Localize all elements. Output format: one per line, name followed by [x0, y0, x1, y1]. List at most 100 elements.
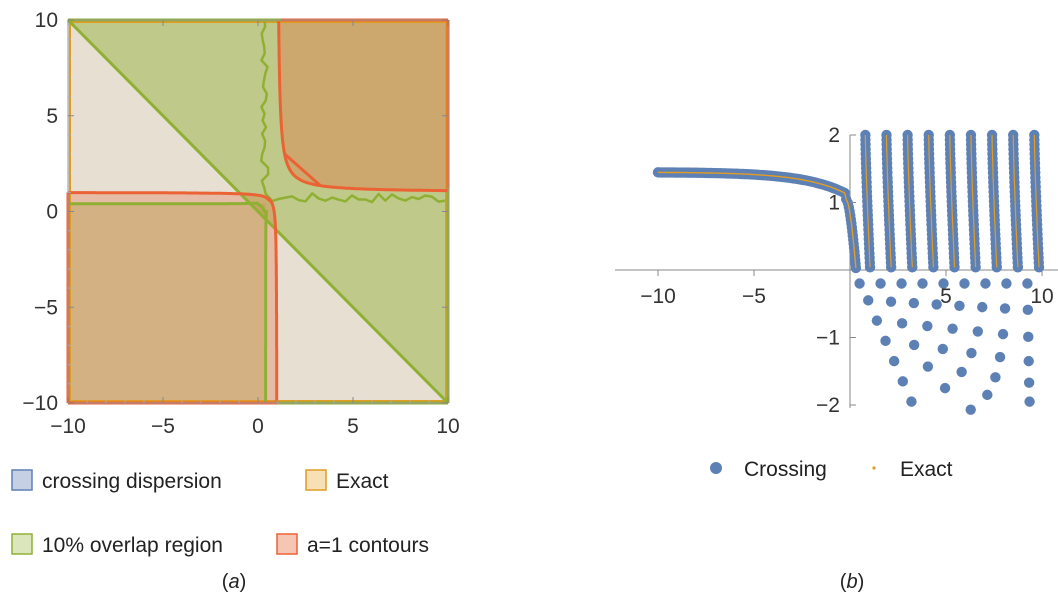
x-tick-label-b: 10	[1030, 285, 1053, 308]
y-tick-label-a: 5	[46, 105, 58, 128]
crossing-point	[1023, 377, 1035, 388]
crossing-point	[982, 389, 993, 401]
crossing-point	[994, 351, 1006, 363]
legend-label-exact-b: Exact	[900, 458, 953, 481]
y-tick-label-b: 1	[828, 192, 840, 215]
crossing-point	[908, 297, 920, 309]
contour-lower	[68, 191, 279, 402]
crossing-point	[954, 300, 965, 311]
crossing-point	[970, 262, 981, 273]
overlap-contour-lower	[68, 201, 269, 403]
crossing-point	[863, 295, 874, 306]
exact-curve-branch	[928, 134, 934, 268]
legend-label-crossing: crossing dispersion	[42, 470, 222, 493]
crossing-point	[947, 323, 958, 334]
x-tick-label-b: −10	[640, 285, 676, 308]
x-tick-label-a: 0	[252, 415, 264, 438]
legend-marker-exact	[872, 466, 876, 470]
crossing-point	[990, 372, 1001, 383]
crossing-point	[897, 376, 908, 387]
plot-b-ticks: −10 −5 5 10 −2 −1 1 2	[640, 124, 1053, 417]
crossing-point	[864, 262, 876, 273]
crossing-point	[939, 382, 951, 394]
y-tick-label-a: 0	[46, 201, 58, 224]
crossing-point	[938, 278, 949, 289]
x-tick-label-a: −5	[151, 415, 175, 438]
exact-curve-branch	[1012, 134, 1019, 268]
crossing-point	[997, 328, 1009, 340]
caption-a: (a)	[222, 571, 246, 593]
x-tick-label-a: −10	[50, 415, 86, 438]
crossing-point	[875, 278, 886, 289]
crossing-point	[977, 301, 988, 313]
crossing-point	[965, 404, 976, 415]
crossing-point	[854, 278, 865, 289]
legend-label-crossing-b: Crossing	[744, 458, 827, 481]
crossing-point	[956, 366, 967, 378]
crossing-point	[896, 318, 908, 329]
y-tick-label-a: 10	[35, 9, 58, 32]
plot-b-exact-line	[658, 134, 1040, 269]
exact-curve-branch	[1033, 134, 1040, 268]
exact-curve-branch	[949, 134, 956, 268]
y-tick-label-b: −2	[816, 394, 840, 417]
contour-region-lower	[68, 192, 277, 403]
legend-a: crossing dispersion Exact 10% overlap re…	[11, 469, 429, 557]
crossing-point	[917, 278, 928, 289]
contour-region-upper	[278, 20, 448, 191]
crossing-point	[959, 278, 970, 289]
caption-b: (b)	[840, 571, 864, 593]
crossing-point	[980, 278, 991, 289]
crossing-point	[896, 278, 907, 289]
crossing-point	[922, 361, 934, 372]
y-tick-label-a: −5	[34, 296, 58, 319]
legend-swatch-overlap	[11, 533, 33, 555]
contour-upper	[277, 21, 448, 193]
crossing-point	[888, 355, 900, 367]
crossing-point	[880, 335, 891, 347]
crossing-point	[1022, 278, 1033, 289]
exact-curve-first	[658, 171, 857, 269]
exact-curve-branch	[864, 135, 871, 268]
crossing-point	[937, 343, 948, 355]
x-tick-label-b: −5	[742, 285, 766, 308]
crossing-point	[885, 296, 897, 307]
panel-b-scatter: −10 −5 5 10 −2 −1 1 2	[615, 124, 1058, 417]
legend-swatch-contours	[276, 533, 298, 555]
crossing-point	[1001, 278, 1012, 289]
y-tick-label-b: −1	[816, 327, 840, 350]
crossing-point	[922, 320, 933, 332]
y-tick-label-b: 2	[828, 124, 840, 147]
legend-label-exact: Exact	[336, 470, 389, 493]
overlap-diagonal	[66, 18, 450, 405]
crossing-point	[966, 347, 977, 359]
legend-label-contours: a=1 contours	[307, 534, 429, 557]
legend-swatch-crossing	[11, 469, 33, 491]
crossing-point	[906, 396, 917, 407]
x-tick-label-b: 5	[940, 285, 952, 308]
crossing-point	[1022, 304, 1034, 316]
crossing-point	[999, 303, 1011, 314]
plot-b-axes	[615, 135, 1058, 408]
crossing-point	[871, 315, 883, 326]
exact-curve-branch	[991, 135, 998, 268]
plot-a-ticks: −10 −5 0 5 10 −10 −5 0 5 10	[22, 9, 459, 438]
exact-curve-branch	[885, 135, 892, 268]
crossing-point	[972, 326, 984, 337]
crossing-point	[1023, 355, 1034, 367]
crossing-point	[1024, 396, 1035, 407]
y-tick-label-a: −10	[22, 392, 58, 415]
panel-a-heatmap: −10 −5 0 5 10 −10 −5 0 5 10	[22, 9, 459, 438]
crossing-point	[1023, 331, 1034, 343]
legend-b: Crossing Exact	[710, 458, 953, 481]
exact-curve-branch	[907, 134, 913, 268]
crossing-point	[931, 299, 942, 310]
x-tick-label-a: 10	[436, 415, 459, 438]
exact-curve-branch	[970, 135, 977, 268]
crossing-point	[908, 339, 920, 351]
legend-swatch-exact	[305, 469, 327, 491]
legend-marker-crossing	[710, 462, 722, 474]
overlap-region-lower	[68, 203, 266, 403]
crossing-point	[949, 262, 960, 273]
